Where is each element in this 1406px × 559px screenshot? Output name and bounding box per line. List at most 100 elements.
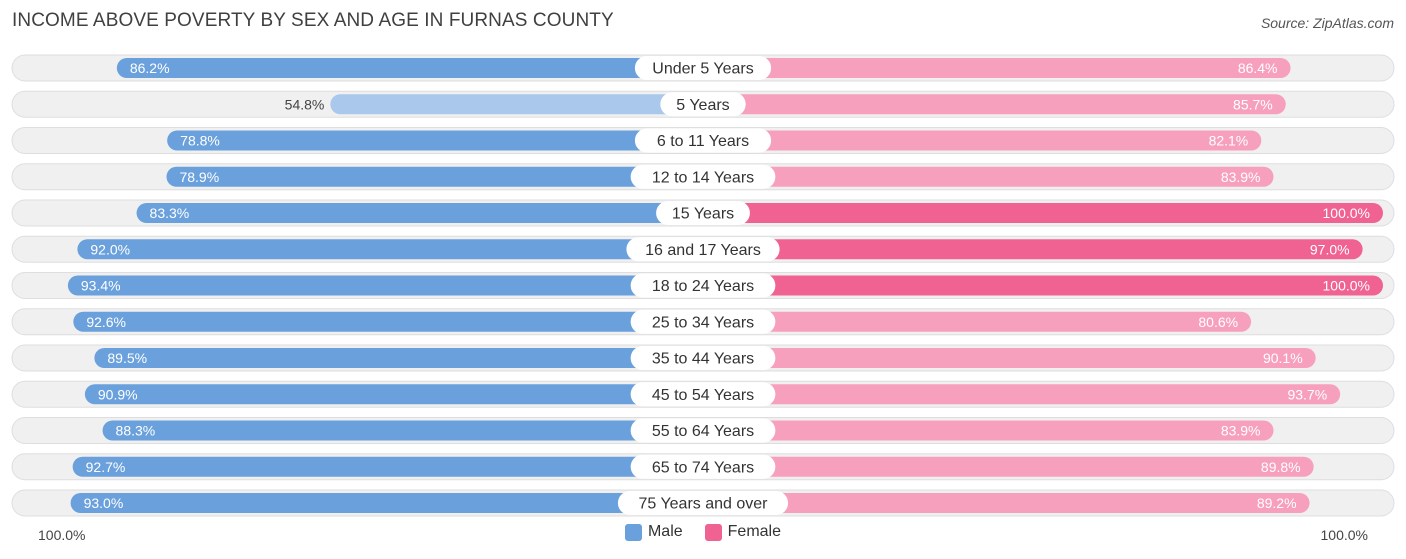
female-value-label: 80.6% (1198, 314, 1238, 330)
female-value-label: 82.1% (1209, 133, 1249, 149)
row-12: 93.0% 89.2% 75 Years and over (11, 489, 1395, 517)
female-value-label: 97.0% (1310, 241, 1350, 257)
female-bar (703, 348, 1316, 368)
female-bar (703, 203, 1383, 223)
female-bar (703, 420, 1274, 441)
category-pill (660, 92, 746, 117)
male-bar (116, 58, 704, 78)
male-bar (167, 130, 703, 151)
male-value-label: 93.4% (81, 278, 121, 294)
category-pill (630, 273, 776, 298)
female-value-label: 83.9% (1221, 423, 1261, 439)
category-label: 12 to 14 Years (652, 169, 754, 186)
category-pill (630, 454, 776, 479)
category-pill (630, 309, 776, 334)
category-label: 18 to 24 Years (652, 278, 754, 295)
female-value-label: 83.9% (1221, 169, 1261, 185)
category-pill (626, 237, 780, 262)
female-value-label: 90.1% (1263, 350, 1303, 366)
male-bar (136, 203, 703, 223)
axis-right-label: 100.0% (1320, 527, 1368, 543)
category-label: 16 and 17 Years (645, 242, 761, 259)
male-value-label: 86.2% (130, 60, 170, 76)
male-value-label: 78.8% (180, 133, 220, 149)
female-bar (703, 166, 1274, 187)
category-pill (617, 491, 789, 515)
female-bar (703, 94, 1286, 115)
male-bar (102, 420, 703, 441)
male-value-label: 93.0% (84, 495, 124, 511)
legend-item-female: Female (704, 523, 782, 541)
male-value-label: 89.5% (107, 350, 147, 366)
male-bar (330, 94, 703, 115)
row-1: 54.8% 85.7% 5 Years (11, 90, 1395, 118)
male-value-label: 88.3% (116, 423, 156, 439)
male-bar (70, 493, 704, 513)
axis-left-label: 100.0% (38, 527, 86, 543)
female-bar (703, 58, 1291, 78)
row-0: 86.2% 86.4% Under 5 Years (11, 54, 1395, 82)
category-pill (630, 164, 776, 189)
row-5: 92.0% 97.0% 16 and 17 Years (11, 235, 1395, 263)
category-label: 6 to 11 Years (657, 133, 749, 150)
row-9: 90.9% 93.7% 45 to 54 Years (11, 380, 1395, 408)
male-bar (84, 384, 703, 405)
male-value-label: 83.3% (150, 205, 190, 221)
legend: Male Female (0, 523, 1406, 541)
male-value-label: 92.7% (86, 459, 126, 475)
category-label: 25 to 34 Years (652, 314, 754, 331)
legend-swatch-female (704, 523, 722, 541)
male-value-label: 92.0% (90, 241, 130, 257)
category-pill (630, 382, 776, 407)
female-value-label: 85.7% (1233, 96, 1273, 112)
female-bar (703, 493, 1310, 513)
female-bar (703, 130, 1262, 151)
category-label: 35 to 44 Years (652, 351, 754, 368)
female-bar (703, 384, 1341, 405)
legend-item-male: Male (624, 523, 683, 541)
male-bar (73, 311, 703, 332)
row-4: 83.3% 100.0% 15 Years (11, 199, 1395, 227)
row-10: 88.3% 83.9% 55 to 64 Years (11, 417, 1395, 444)
category-pill (630, 346, 776, 370)
female-bar (703, 456, 1314, 477)
category-label: 15 Years (672, 206, 734, 223)
male-bar (67, 275, 703, 296)
category-label: 5 Years (676, 97, 729, 114)
female-value-label: 93.7% (1287, 386, 1327, 402)
bar-chart: 86.2% 86.4% Under 5 Years 54.8% 85.7% 5 Years… (11, 54, 1395, 517)
category-label: 75 Years and over (639, 496, 769, 513)
row-7: 92.6% 80.6% 25 to 34 Years (11, 308, 1395, 336)
female-value-label: 100.0% (1323, 205, 1370, 221)
male-value-label: 54.8% (285, 96, 325, 112)
female-bar (703, 239, 1363, 260)
female-bar (703, 275, 1383, 296)
category-label: 55 to 64 Years (652, 423, 754, 440)
male-bar (77, 239, 703, 260)
chart-title: INCOME ABOVE POVERTY BY SEX AND AGE IN F… (12, 10, 614, 31)
legend-swatch-male (624, 523, 642, 541)
legend-label-male: Male (647, 523, 683, 540)
male-value-label: 92.6% (86, 314, 126, 330)
legend-label-female: Female (727, 523, 782, 540)
male-bar (94, 348, 703, 368)
female-bar (703, 311, 1252, 332)
female-value-label: 89.8% (1261, 459, 1301, 475)
row-6: 93.4% 100.0% 18 to 24 Years (11, 272, 1395, 299)
category-pill (634, 128, 772, 153)
category-label: Under 5 Years (652, 61, 753, 78)
female-value-label: 86.4% (1238, 60, 1278, 76)
category-label: 65 to 74 Years (652, 459, 754, 476)
category-pill (656, 201, 750, 225)
male-bar (166, 166, 704, 187)
category-pill (630, 418, 776, 443)
female-value-label: 100.0% (1323, 278, 1370, 294)
male-value-label: 78.9% (179, 169, 219, 185)
row-8: 89.5% 90.1% 35 to 44 Years (11, 344, 1395, 372)
row-3: 78.9% 83.9% 12 to 14 Years (11, 163, 1395, 191)
category-label: 45 to 54 Years (652, 387, 754, 404)
male-bar (72, 456, 703, 477)
source-note: Source: ZipAtlas.com (1260, 15, 1394, 31)
row-2: 78.8% 82.1% 6 to 11 Years (11, 127, 1395, 154)
row-11: 92.7% 89.8% 65 to 74 Years (11, 453, 1395, 481)
